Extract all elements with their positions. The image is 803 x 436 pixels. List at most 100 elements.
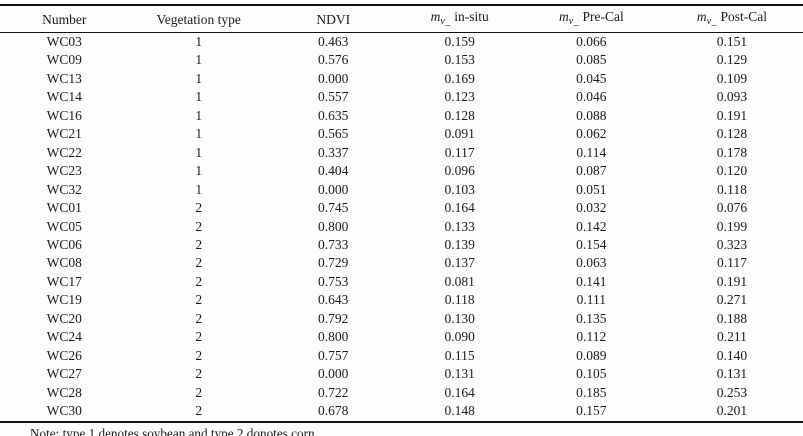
- value-cell: 0.745: [318, 200, 349, 216]
- table-header-row: Number Vegetation type NDVI mv_ in-situ mv_ …: [0, 5, 803, 33]
- table-row-wc20: WC20 2 0.792 0.130 0.135 0.188: [0, 310, 803, 328]
- table-row-wc03: WC03 1 0.463 0.159 0.066 0.151: [0, 33, 803, 52]
- value-cell: 1: [195, 163, 203, 179]
- value-cell: 0.191: [716, 273, 748, 289]
- value-cell: 0.643: [318, 292, 349, 308]
- site-number-cell: WC17: [46, 273, 82, 289]
- value-cell: 0.133: [444, 218, 475, 234]
- site-number-cell: WC05: [46, 218, 82, 234]
- value-cell: 0.000: [318, 366, 349, 382]
- table-footnote: Note: type 1 denotes soybean and type 2 …: [30, 425, 318, 436]
- site-number-cell: WC24: [46, 329, 82, 345]
- value-cell: 0.111: [576, 292, 607, 308]
- site-number-cell: WC21: [46, 126, 82, 142]
- site-number-cell: WC19: [46, 292, 82, 308]
- value-cell: 2: [195, 218, 203, 234]
- value-cell: 0.253: [716, 384, 748, 400]
- value-cell: 0.565: [318, 126, 349, 142]
- value-cell: 0.123: [444, 89, 475, 105]
- value-cell: 0.066: [576, 34, 607, 49]
- value-cell: 0.032: [576, 200, 607, 216]
- site-number-cell: WC01: [46, 200, 82, 216]
- table-row-wc13: WC13 1 0.000 0.169 0.045 0.109: [0, 70, 803, 88]
- table-row-wc16: WC16 1 0.635 0.128 0.088 0.191: [0, 107, 803, 125]
- value-cell: 0.046: [576, 89, 607, 105]
- value-cell: 0.000: [318, 181, 349, 197]
- math-symbol: m: [558, 9, 569, 24]
- value-cell: 0.323: [716, 236, 748, 252]
- value-cell: 1: [195, 89, 203, 105]
- value-cell: 2: [195, 329, 203, 345]
- value-cell: 2: [195, 255, 203, 271]
- value-cell: 0.151: [716, 34, 748, 49]
- value-cell: 0.115: [444, 347, 475, 363]
- value-cell: 0.404: [318, 163, 349, 179]
- site-number-cell: WC09: [46, 52, 82, 68]
- value-cell: 0.188: [716, 310, 748, 326]
- site-number-cell: WC08: [46, 255, 82, 271]
- value-cell: 0.337: [318, 144, 349, 160]
- site-number-cell: WC32: [46, 181, 82, 197]
- value-cell: 0.185: [576, 384, 607, 400]
- value-cell: 0.139: [444, 236, 475, 252]
- value-cell: 0.087: [576, 163, 607, 179]
- value-cell: 0.105: [576, 366, 607, 382]
- value-cell: 0.169: [444, 70, 475, 86]
- value-cell: 0.164: [444, 200, 475, 216]
- value-cell: 1: [195, 34, 203, 49]
- value-cell: 0.140: [716, 347, 748, 363]
- table-row-wc06: WC06 2 0.733 0.139 0.154 0.323: [0, 236, 803, 254]
- table-row-wc17: WC17 2 0.753 0.081 0.141 0.191: [0, 273, 803, 291]
- site-number-cell: WC28: [46, 384, 82, 400]
- math-symbol: m: [696, 9, 707, 24]
- value-cell: 0.576: [318, 52, 349, 68]
- value-cell: 0.045: [576, 70, 607, 86]
- value-cell: 0.178: [716, 144, 748, 160]
- site-number-cell: WC06: [46, 236, 82, 252]
- value-cell: 0.089: [576, 347, 607, 363]
- value-cell: 0.635: [318, 107, 349, 123]
- value-cell: 2: [195, 310, 203, 326]
- site-number-cell: WC20: [46, 310, 82, 326]
- table-row-wc26: WC26 2 0.757 0.115 0.089 0.140: [0, 347, 803, 365]
- value-cell: 0.137: [444, 255, 475, 271]
- table-row-wc01: WC01 2 0.745 0.164 0.032 0.076: [0, 199, 803, 217]
- math-symbol: m: [430, 9, 441, 24]
- value-cell: 1: [195, 70, 203, 86]
- table-row-wc21: WC21 1 0.565 0.091 0.062 0.128: [0, 125, 803, 143]
- site-number-cell: WC30: [46, 403, 82, 419]
- value-cell: 0.118: [716, 181, 747, 197]
- table-header: Number Vegetation type NDVI mv_ in-situ mv_ …: [0, 5, 803, 33]
- value-cell: 0.463: [318, 34, 349, 49]
- value-cell: 0.063: [576, 255, 607, 271]
- value-cell: 0.128: [716, 126, 748, 142]
- soil-moisture-table: Number Vegetation type NDVI mv_ in-situ mv_ …: [0, 4, 803, 423]
- table-row-wc32: WC32 1 0.000 0.103 0.051 0.118: [0, 181, 803, 199]
- value-cell: 0.112: [576, 329, 607, 345]
- column-header-vegetation-type: Vegetation type: [156, 11, 241, 27]
- value-cell: 0.148: [444, 403, 475, 419]
- site-number-cell: WC26: [46, 347, 82, 363]
- math-subscript: v_: [706, 16, 718, 27]
- table-row-wc28: WC28 2 0.722 0.164 0.185 0.253: [0, 384, 803, 402]
- value-cell: 2: [195, 347, 203, 363]
- value-cell: 0.191: [716, 107, 748, 123]
- value-cell: 0.792: [318, 310, 349, 326]
- value-cell: 0.093: [716, 89, 748, 105]
- value-cell: 0.088: [576, 107, 607, 123]
- column-header-pre-cal: mv_ Pre-Cal: [558, 9, 624, 27]
- site-number-cell: WC13: [46, 70, 82, 86]
- value-cell: 2: [195, 384, 203, 400]
- value-cell: 0.085: [576, 52, 607, 68]
- value-cell: 0.076: [716, 200, 748, 216]
- column-header-ndvi: NDVI: [316, 11, 351, 27]
- value-cell: 2: [195, 200, 203, 216]
- value-cell: 0.800: [318, 329, 349, 345]
- table-row-wc09: WC09 1 0.576 0.153 0.085 0.129: [0, 51, 803, 69]
- value-cell: 0.201: [716, 403, 748, 419]
- value-cell: 0.753: [318, 273, 349, 289]
- value-cell: 0.128: [444, 107, 475, 123]
- value-cell: 0.051: [576, 181, 607, 197]
- column-header-number: Number: [42, 11, 87, 27]
- value-cell: 0.211: [716, 329, 747, 345]
